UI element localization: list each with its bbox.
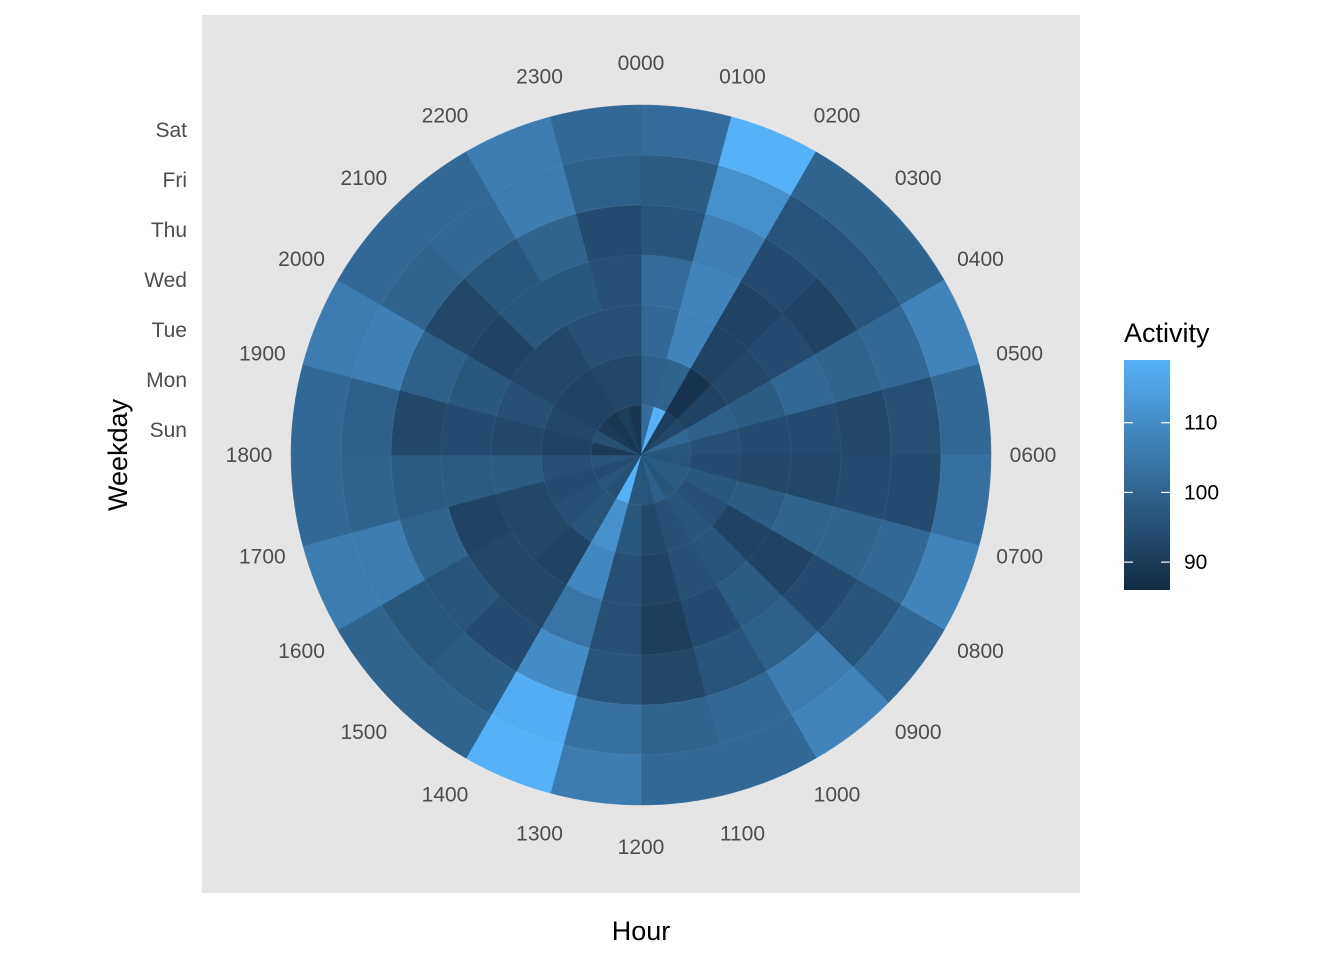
hour-tick-label: 1900 xyxy=(239,343,286,366)
weekday-tick-label: Sun xyxy=(150,419,187,442)
hour-tick-labels: 0000 0100 0200 0300 0400 0500 0600 0700 0800 0900… xyxy=(226,52,1057,859)
heatmap-cell-2300-sat xyxy=(550,104,642,166)
heatmap-cell-1700-fri xyxy=(340,454,400,534)
grid-ring xyxy=(540,354,742,556)
hour-tick-label: 1000 xyxy=(814,783,861,806)
hour-tick-label: 2100 xyxy=(340,167,387,190)
hour-tick-label: 1100 xyxy=(720,823,765,846)
colorbar-tick-label: 110 xyxy=(1184,412,1217,435)
hour-tick-label: 2300 xyxy=(516,65,563,88)
colorbar xyxy=(1124,360,1170,590)
heatmap-cells xyxy=(290,104,992,806)
hour-tick-label: 1700 xyxy=(239,545,286,568)
legend-title: Activity xyxy=(1124,318,1210,348)
colorbar-legend: Activity 90 100 110 xyxy=(1124,318,1219,590)
colorbar-ticks: 90 100 110 xyxy=(1124,412,1219,574)
weekday-tick-label: Wed xyxy=(144,269,187,292)
heatmap-cell-1800-fri xyxy=(340,376,400,456)
grid-ring xyxy=(290,104,992,806)
grid-ring xyxy=(390,204,892,706)
heatmap-cell-2300-fri xyxy=(562,154,642,214)
colorbar-tick-label: 90 xyxy=(1184,551,1207,574)
hour-tick-label: 1800 xyxy=(226,444,273,467)
x-axis-title: Hour xyxy=(612,916,671,946)
hour-tick-label: 1600 xyxy=(278,640,325,663)
hour-tick-label: 2000 xyxy=(278,248,325,271)
hour-tick-label: 0500 xyxy=(996,343,1043,366)
heatmap-cell-0500-fri xyxy=(882,376,942,456)
hour-tick-label: 0900 xyxy=(895,721,942,744)
hour-tick-label: 0300 xyxy=(895,167,942,190)
weekday-tick-label: Sat xyxy=(155,119,187,142)
weekday-tick-label: Mon xyxy=(146,369,187,392)
grid-ring xyxy=(490,304,792,606)
weekday-tick-label: Thu xyxy=(151,219,187,242)
heatmap-cell-0600-fri xyxy=(882,454,942,534)
weekday-tick-label: Tue xyxy=(152,319,187,342)
hour-tick-label: 0000 xyxy=(618,52,665,75)
weekday-tick-label: Fri xyxy=(163,169,188,192)
heatmap-cell-0000-fri xyxy=(640,154,720,214)
heatmap-cell-1200-fri xyxy=(562,696,642,756)
weekday-tick-labels: Sun Mon Tue Wed Thu Fri Sat xyxy=(144,119,187,442)
hour-tick-label: 1300 xyxy=(516,823,563,846)
colorbar-tick-label: 100 xyxy=(1184,481,1219,504)
hour-tick-label: 0400 xyxy=(957,248,1004,271)
heatmap-cell-1100-fri xyxy=(640,696,720,756)
grid-ring xyxy=(440,254,842,656)
hour-tick-label: 0100 xyxy=(719,65,766,88)
grid-ring xyxy=(340,154,942,756)
hour-tick-label: 0800 xyxy=(957,640,1004,663)
hour-tick-label: 0700 xyxy=(996,545,1043,568)
hour-tick-label: 1500 xyxy=(340,721,387,744)
grid-ring xyxy=(590,404,692,506)
hour-tick-label: 1400 xyxy=(422,783,469,806)
hour-tick-label: 0200 xyxy=(814,105,861,128)
hour-tick-label: 1200 xyxy=(618,836,665,859)
hour-tick-label: 2200 xyxy=(422,105,469,128)
y-axis-title: Weekday xyxy=(103,398,133,511)
hour-tick-label: 0600 xyxy=(1010,444,1057,467)
